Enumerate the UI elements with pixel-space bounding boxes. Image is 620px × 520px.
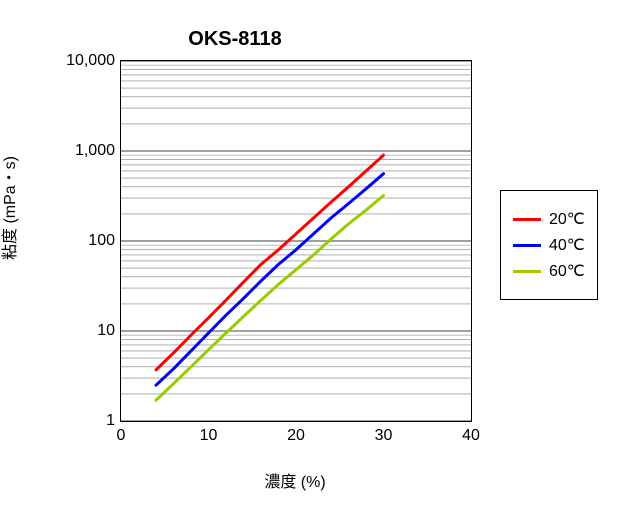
x-tick-label: 20 (287, 421, 305, 445)
plot-svg (121, 61, 471, 421)
plot-area: 1101001,00010,000010203040 (120, 60, 472, 422)
x-axis-label: 濃度 (%) (120, 468, 470, 492)
y-tick-label: 10,000 (66, 52, 121, 70)
x-tick-label: 30 (375, 421, 393, 445)
series-line (156, 196, 384, 401)
y-tick-label: 1,000 (75, 142, 121, 160)
y-axis-label: 粘度 (mPa・s) (0, 156, 20, 260)
chart-title: OKS-8118 (0, 28, 470, 51)
legend-item: 40℃ (513, 235, 585, 255)
legend-item: 60℃ (513, 261, 585, 281)
legend-swatch (513, 244, 541, 247)
x-tick-label: 10 (200, 421, 218, 445)
y-tick-label: 10 (97, 322, 121, 340)
x-tick-label: 0 (117, 421, 126, 445)
legend-swatch (513, 270, 541, 273)
legend-label: 40℃ (549, 235, 585, 255)
legend-item: 20℃ (513, 209, 585, 229)
x-tick-label: 40 (462, 421, 480, 445)
legend: 20℃ 40℃ 60℃ (500, 190, 598, 300)
series-line (156, 155, 384, 370)
legend-swatch (513, 218, 541, 221)
series-line (156, 174, 384, 386)
chart-container: OKS-8118 1101001,00010,000010203040 粘度 (… (0, 0, 620, 520)
legend-label: 20℃ (549, 209, 585, 229)
legend-label: 60℃ (549, 261, 585, 281)
y-tick-label: 100 (88, 232, 121, 250)
